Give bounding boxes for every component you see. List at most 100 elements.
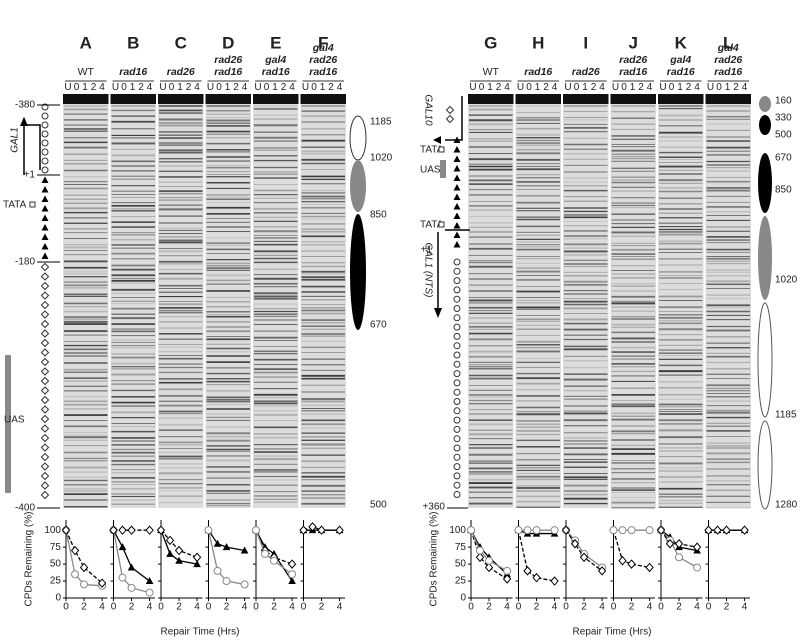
x-tick-label: 0 (563, 602, 569, 613)
marker (502, 574, 512, 584)
size-label: 500 (775, 130, 792, 141)
x-tick-label: 4 (242, 602, 248, 613)
marker (70, 545, 80, 556)
lane-letter: K (675, 33, 688, 52)
x-tick-label: 2 (581, 602, 587, 613)
x-tick-label: 0 (611, 602, 617, 613)
x-tick-label: 4 (694, 602, 700, 613)
gel-well (658, 94, 704, 104)
marker (675, 553, 684, 562)
element-label: TATA (420, 145, 444, 156)
genotype: rad16 (667, 66, 695, 78)
marker (288, 570, 297, 579)
lane-label: 1 (272, 82, 278, 93)
marker (645, 526, 654, 535)
marker (71, 570, 80, 579)
lane-label: 2 (591, 82, 597, 93)
x-tick-label: 2 (81, 602, 87, 613)
series-line (565, 529, 603, 572)
marker (579, 552, 589, 563)
lane-label: 4 (552, 82, 558, 93)
x-tick-label: 2 (534, 602, 540, 613)
lane-label: 1 (82, 82, 88, 93)
gene-label: GAL1 (NTS) (422, 242, 433, 297)
lane-label: U (707, 82, 714, 93)
series-line (160, 529, 198, 565)
lane-label: U (159, 82, 166, 93)
site-symbol (40, 414, 50, 424)
marker (270, 556, 279, 565)
arrow (23, 118, 41, 175)
lane-label: U (207, 82, 214, 93)
series-line (470, 529, 508, 572)
lane-label: 1 (582, 82, 588, 93)
lane-label: 0 (669, 82, 675, 93)
element-box (438, 146, 445, 153)
marker (79, 562, 89, 573)
lane-label: 4 (99, 82, 105, 93)
lane-letter: A (80, 33, 92, 52)
lane-label: 4 (694, 82, 700, 93)
y-tick-label: 75 (50, 542, 62, 553)
marker (61, 525, 71, 535)
gel-well (158, 94, 204, 104)
marker (240, 546, 249, 554)
size-label: 1020 (775, 275, 798, 286)
lane-label: 2 (138, 82, 144, 93)
lane-label: 1 (630, 82, 636, 93)
site-symbol (453, 146, 461, 153)
marker (204, 526, 213, 535)
gel-well (610, 94, 656, 104)
lane-label: U (659, 82, 666, 93)
site-symbol (40, 405, 50, 414)
marker (127, 563, 136, 571)
genotype: rad16 (714, 66, 742, 78)
gel-lane (705, 94, 751, 508)
genotype: rad16 (309, 66, 337, 78)
genotype: rad16 (619, 66, 647, 78)
x-tick-label: 4 (552, 602, 558, 613)
y-tick-label: 0 (55, 593, 61, 604)
marker (156, 525, 166, 535)
series-line (207, 529, 245, 552)
lane-label: 4 (242, 82, 248, 93)
site-symbol (40, 386, 50, 395)
site-symbol (453, 481, 461, 489)
gel-lane (515, 94, 561, 508)
series-line (660, 529, 698, 552)
site-symbol (40, 433, 50, 443)
y-tick-label: 100 (449, 525, 466, 536)
lane-letter: E (270, 33, 281, 52)
lane-label: U (302, 82, 309, 93)
marker (484, 562, 494, 573)
x-tick-label: 0 (706, 602, 712, 613)
marker (665, 538, 675, 549)
gene-label: GAL10 (422, 94, 433, 126)
site-symbol (453, 379, 461, 387)
series-line (65, 529, 103, 584)
site-symbol (40, 338, 50, 348)
marker (627, 526, 636, 535)
site-symbol (41, 243, 49, 250)
site-symbol (41, 157, 49, 165)
genotype: gal4 (312, 42, 334, 54)
y-axis-title: CPDs Remaining (%) (429, 511, 440, 606)
marker (97, 578, 107, 588)
marker (645, 562, 654, 573)
gel-lane (610, 94, 656, 508)
lane-label: 4 (147, 82, 153, 93)
arrowhead (434, 308, 442, 318)
marker (288, 577, 296, 585)
marker (475, 552, 485, 563)
marker (532, 526, 541, 535)
series-line (517, 530, 555, 582)
site-symbol (453, 342, 461, 350)
site-symbol (453, 360, 461, 368)
site-symbol (453, 212, 461, 219)
element-label: UAS (420, 165, 441, 176)
marker (317, 525, 326, 535)
site-symbol (40, 490, 50, 500)
x-tick-label: 0 (658, 602, 664, 613)
site-symbol (453, 258, 461, 266)
size-ellipse (758, 216, 772, 300)
